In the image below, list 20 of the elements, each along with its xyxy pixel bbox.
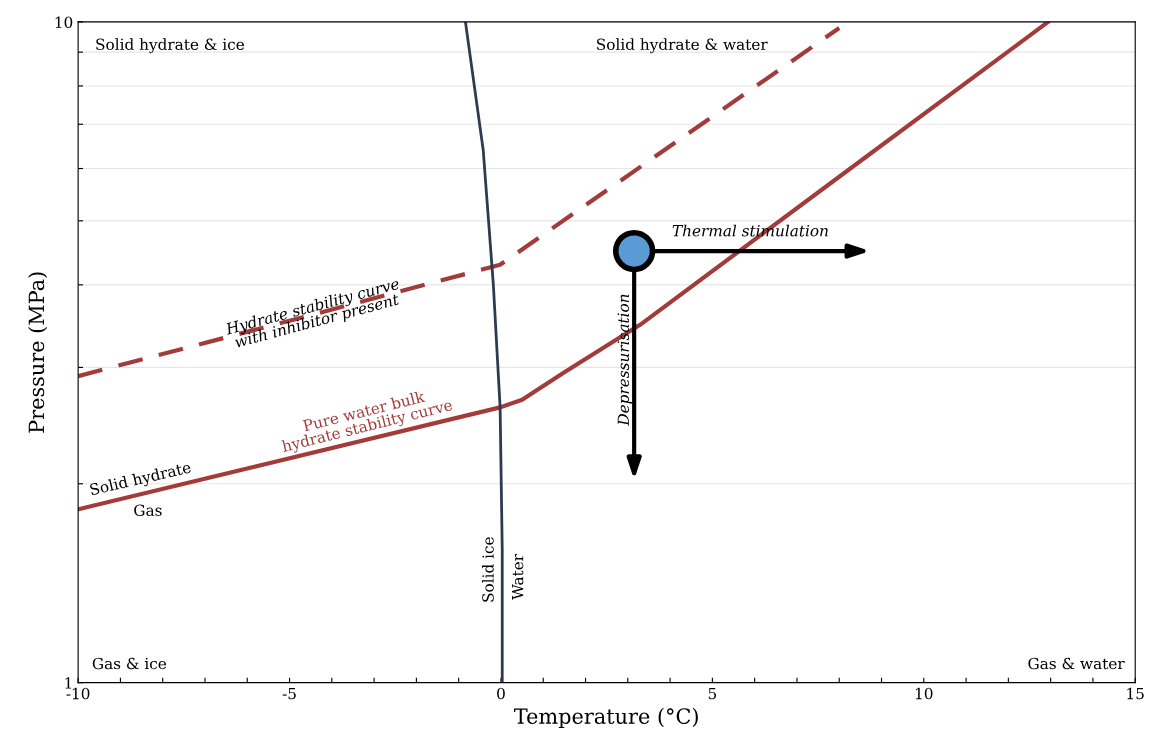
x-tick-label: 0	[497, 687, 505, 700]
x-axis-title: Temperature (°C)	[514, 707, 698, 729]
annotation: Solid hydrate	[89, 460, 193, 499]
annotation: Depressurisation	[617, 294, 633, 426]
x-tick-label: -5	[282, 688, 296, 700]
annotation: Gas	[134, 504, 162, 516]
annotation: Solid hydrate & ice	[96, 38, 244, 54]
annotation: Pure water bulk hydrate stability curve	[281, 390, 454, 456]
x-tick-label: 10	[915, 687, 933, 700]
annotation: Gas & ice	[92, 657, 167, 670]
x-tick-label: -10	[66, 687, 90, 700]
x-tick-label: 15	[1127, 687, 1144, 700]
x-tick-label: 5	[708, 688, 717, 700]
annotation: Water	[512, 553, 524, 600]
y-tick-label: 1	[65, 677, 72, 689]
y-axis-title: Pressure (MPa)	[28, 272, 48, 433]
line-series	[464, 21, 504, 683]
annotation: Solid ice	[481, 537, 494, 602]
annotation: Solid hydrate & water	[597, 38, 768, 54]
annotation: Gas & water	[1028, 657, 1125, 670]
